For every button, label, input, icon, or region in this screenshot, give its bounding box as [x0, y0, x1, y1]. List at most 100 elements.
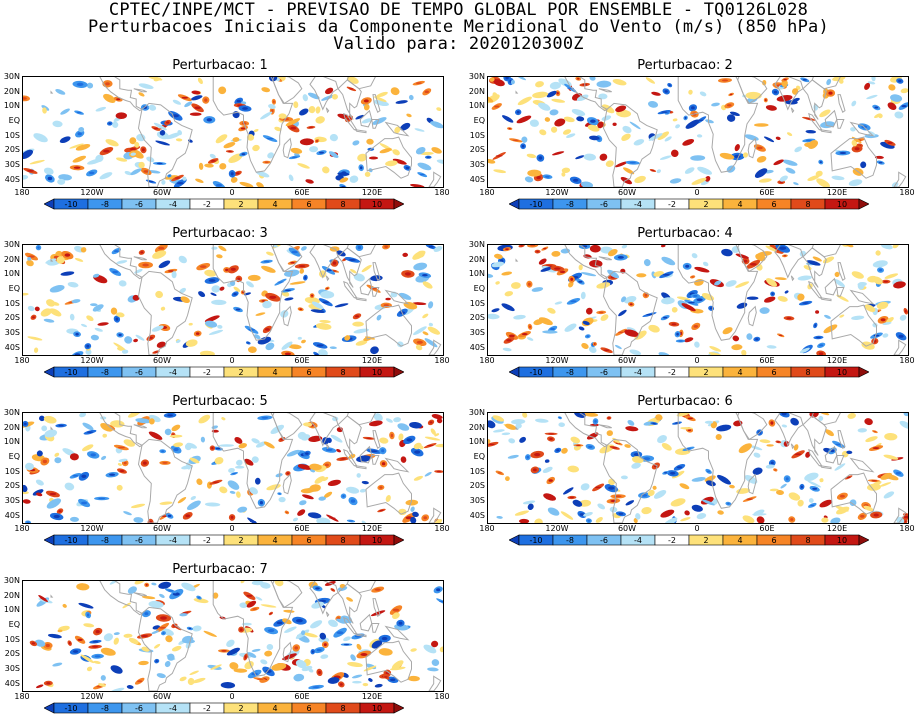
perturbation-cell — [229, 662, 239, 670]
perturbation-cell — [823, 324, 838, 334]
perturbation-core — [374, 612, 382, 614]
longitude-label: 180 — [899, 524, 915, 533]
perturbation-cell — [49, 308, 62, 317]
longitude-label: 60W — [152, 188, 172, 197]
perturbation-cell — [880, 472, 893, 480]
continent-outline — [133, 592, 147, 597]
longitude-label: 0 — [229, 692, 235, 701]
perturbation-cell — [849, 499, 857, 507]
perturbation-core — [404, 272, 411, 276]
perturbation-cell — [776, 489, 784, 496]
continent-outline — [774, 413, 804, 447]
continent-outline — [50, 90, 54, 94]
perturbation-cell — [129, 137, 137, 145]
perturbation-cell — [344, 335, 351, 341]
perturbation-cell — [704, 420, 714, 424]
perturbation-core — [390, 433, 394, 438]
colorbar-label: 2 — [703, 536, 709, 545]
perturbation-cell — [832, 77, 846, 82]
perturbation-cell — [113, 637, 120, 645]
perturbation-cell — [588, 346, 597, 354]
perturbation-cell — [696, 513, 707, 520]
longitude-label: 180 — [14, 188, 30, 197]
perturbation-cell — [379, 437, 389, 444]
perturbation-cell — [532, 91, 549, 99]
perturbation-core — [779, 181, 783, 184]
continent-outline — [359, 109, 373, 128]
perturbation-core — [664, 512, 671, 515]
perturbation-cell — [322, 476, 329, 482]
perturbation-core — [331, 589, 334, 591]
perturbation-cell — [899, 420, 908, 429]
colorbar-label: -8 — [101, 368, 109, 377]
perturbation-core — [269, 612, 272, 615]
continent-outline — [354, 465, 367, 470]
perturbation-cell — [82, 444, 94, 452]
continent-outline — [282, 137, 292, 159]
perturbation-cell — [679, 483, 690, 490]
perturbation-cell — [903, 413, 908, 417]
perturbation-core — [363, 481, 367, 484]
perturbation-cell — [899, 314, 907, 321]
perturbation-cell — [67, 281, 79, 288]
perturbation-cell — [274, 126, 282, 132]
perturbation-cell — [184, 101, 193, 108]
perturbation-cell — [583, 512, 593, 517]
continent-outline — [359, 445, 373, 464]
perturbation-core — [599, 123, 602, 127]
perturbation-cell — [435, 443, 443, 448]
continent-outline — [830, 472, 877, 515]
perturbation-cell — [309, 463, 322, 471]
perturbation-cell — [122, 602, 131, 609]
perturbation-cell — [797, 293, 805, 301]
continent-outline — [836, 455, 845, 465]
perturbation-cell — [293, 101, 299, 109]
perturbation-cell — [820, 121, 836, 129]
map-frame — [22, 412, 444, 524]
perturbation-cell — [669, 178, 682, 184]
perturbation-core — [225, 268, 229, 272]
perturbation-core — [396, 160, 404, 163]
perturbation-cell — [774, 277, 787, 280]
perturbation-core — [497, 472, 502, 474]
perturbation-core — [805, 139, 812, 142]
perturbation-core — [749, 263, 757, 266]
continent-outline — [212, 77, 294, 173]
perturbation-cell — [103, 633, 113, 642]
perturbation-core — [37, 246, 40, 249]
perturbation-core — [757, 146, 763, 150]
perturbation-cell — [268, 104, 276, 109]
perturbation-cell — [179, 287, 187, 294]
panel-title: Perturbacao: 6 — [637, 394, 733, 409]
perturbation-core — [548, 479, 553, 482]
perturbation-core — [558, 417, 561, 419]
perturbation-core — [406, 438, 413, 442]
perturbation-cell — [535, 418, 549, 423]
perturbation-core — [735, 422, 740, 425]
latitude-label: 40S — [469, 342, 485, 352]
perturbation-panel: Perturbacao: 3 30N 20N 10N EQ 10S 20S 30S 40S 180… — [0, 226, 450, 378]
perturbation-core — [433, 642, 437, 646]
perturbation-core — [628, 331, 635, 335]
perturbation-core — [299, 511, 304, 514]
longitude-label: 180 — [14, 356, 30, 365]
perturbation-core — [208, 279, 216, 282]
latitude-label: 20N — [3, 86, 20, 96]
perturbation-cell — [86, 315, 94, 322]
perturbation-cell — [43, 167, 54, 175]
perturbation-cell — [717, 510, 724, 515]
perturbation-cell — [350, 654, 356, 661]
perturbation-cell — [57, 178, 66, 185]
perturbation-cell — [846, 245, 854, 248]
perturbation-core — [603, 349, 610, 351]
panel-title: Perturbacao: 3 — [172, 226, 268, 241]
perturbation-cell — [627, 419, 635, 426]
continent-outline — [737, 245, 768, 273]
perturbation-cell — [756, 155, 767, 163]
perturbation-core — [691, 276, 694, 278]
colorbar-label: 10 — [836, 536, 848, 545]
colorbar-label: 6 — [306, 536, 312, 545]
perturbation-cell — [154, 643, 161, 649]
perturbation-cell — [329, 133, 338, 142]
colorbar-label: -4 — [169, 704, 177, 713]
